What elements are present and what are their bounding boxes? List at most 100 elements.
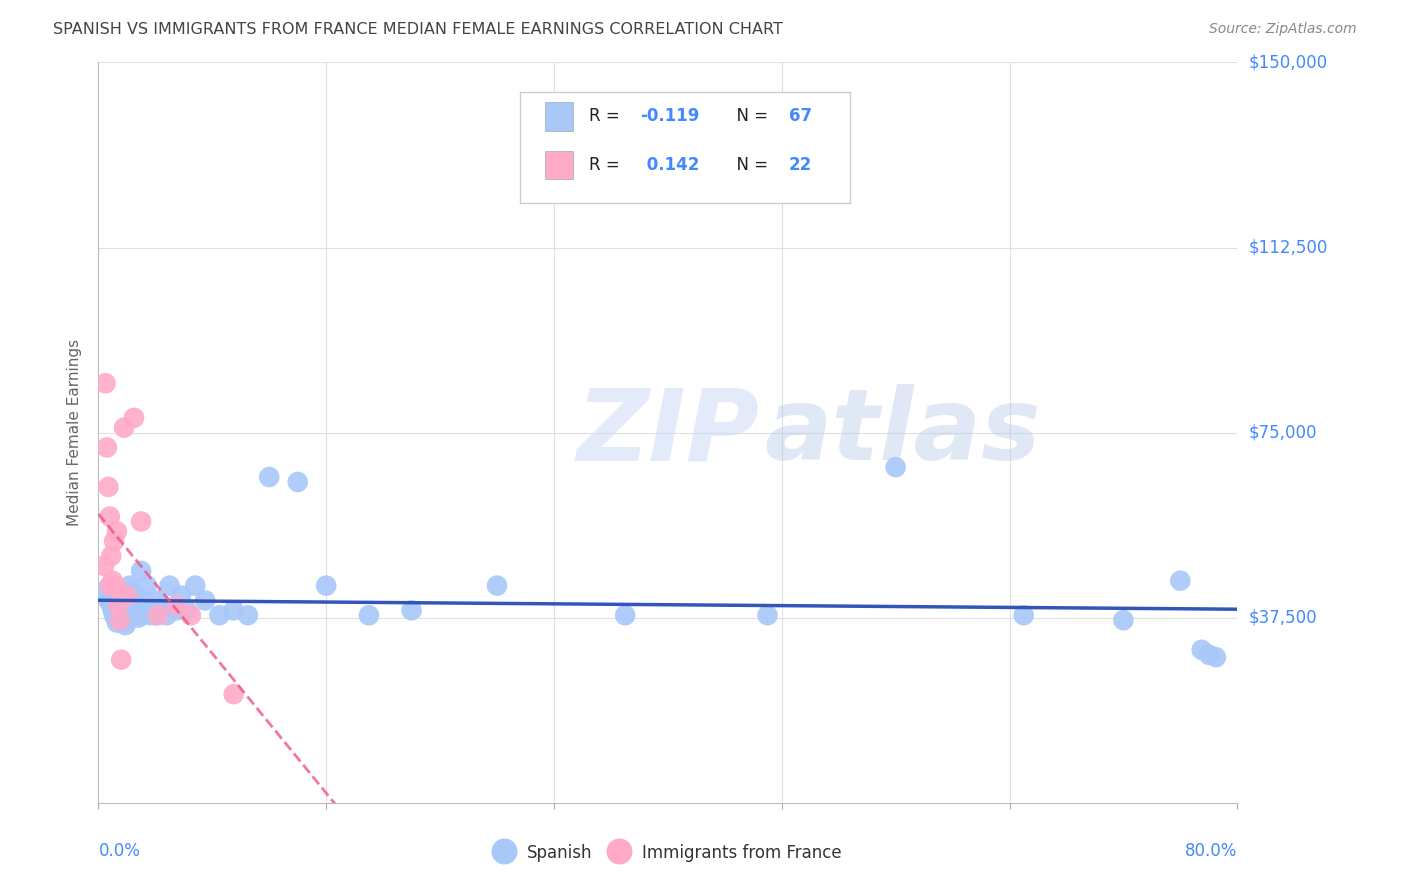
Point: [98, 509, 121, 524]
Point: [122, 410, 145, 425]
Point: [287, 475, 309, 489]
Point: [105, 615, 128, 630]
Point: [166, 603, 188, 617]
Point: [166, 599, 188, 613]
Point: [103, 534, 125, 549]
Point: [103, 608, 125, 623]
Point: [129, 515, 152, 529]
Text: R =: R =: [589, 108, 626, 126]
Point: [1170, 574, 1192, 588]
Text: R =: R =: [589, 156, 626, 174]
Point: [194, 593, 217, 607]
Point: [108, 613, 131, 627]
Text: -0.119: -0.119: [641, 108, 700, 126]
Point: [107, 613, 129, 627]
Point: [884, 460, 907, 475]
Point: [170, 589, 193, 603]
Text: Source: ZipAtlas.com: Source: ZipAtlas.com: [1209, 22, 1357, 37]
Point: [148, 593, 170, 607]
Point: [127, 610, 149, 624]
Point: [104, 610, 127, 624]
Point: [125, 608, 148, 623]
Point: [104, 579, 127, 593]
Point: [122, 589, 145, 603]
Point: [1205, 650, 1227, 665]
Point: [124, 603, 146, 617]
Point: [97, 480, 120, 494]
Point: [100, 599, 122, 613]
Text: N =: N =: [725, 108, 773, 126]
Point: [401, 603, 423, 617]
Point: [110, 593, 132, 607]
Point: [101, 603, 124, 617]
Point: [98, 579, 121, 593]
Point: [1198, 648, 1220, 662]
Text: ZIP: ZIP: [576, 384, 759, 481]
Point: [108, 608, 131, 623]
Text: 67: 67: [789, 108, 811, 126]
Point: [96, 441, 118, 455]
Point: [97, 593, 120, 607]
Point: [357, 608, 380, 623]
Point: [112, 606, 135, 620]
Point: [1012, 608, 1035, 623]
Point: [114, 618, 136, 632]
Y-axis label: Median Female Earnings: Median Female Earnings: [67, 339, 83, 526]
Point: [108, 589, 131, 603]
Point: [135, 579, 157, 593]
Point: [107, 599, 129, 613]
Point: [101, 574, 124, 588]
Point: [145, 608, 167, 623]
Point: [112, 589, 135, 603]
Point: [152, 599, 174, 613]
Point: [208, 608, 231, 623]
Point: [117, 599, 139, 613]
Point: [115, 593, 138, 607]
Point: [93, 558, 115, 573]
Point: [110, 653, 132, 667]
Text: $37,500: $37,500: [1249, 608, 1317, 627]
Point: [176, 603, 198, 617]
Point: [486, 579, 509, 593]
Text: $75,000: $75,000: [1249, 424, 1317, 442]
Point: [94, 376, 117, 391]
Point: [141, 603, 163, 617]
Point: [132, 593, 155, 607]
Point: [159, 579, 181, 593]
Point: [105, 603, 128, 617]
Text: $112,500: $112,500: [1249, 238, 1327, 257]
Point: [148, 608, 170, 623]
Point: [94, 583, 117, 598]
Point: [98, 579, 121, 593]
Text: 0.0%: 0.0%: [98, 842, 141, 860]
Text: 22: 22: [789, 156, 811, 174]
Point: [115, 589, 138, 603]
Point: [114, 613, 136, 627]
Point: [107, 599, 129, 613]
Text: atlas: atlas: [765, 384, 1042, 481]
Legend: Spanish, Immigrants from France: Spanish, Immigrants from France: [486, 837, 849, 869]
Point: [259, 470, 281, 484]
Point: [118, 579, 141, 593]
Text: $150,000: $150,000: [1249, 54, 1327, 71]
Point: [121, 599, 143, 613]
FancyBboxPatch shape: [520, 92, 851, 203]
Point: [138, 608, 160, 623]
Text: SPANISH VS IMMIGRANTS FROM FRANCE MEDIAN FEMALE EARNINGS CORRELATION CHART: SPANISH VS IMMIGRANTS FROM FRANCE MEDIAN…: [53, 22, 783, 37]
FancyBboxPatch shape: [546, 103, 574, 130]
Point: [614, 608, 637, 623]
Text: 80.0%: 80.0%: [1185, 842, 1237, 860]
Point: [1191, 642, 1213, 657]
Point: [222, 687, 245, 701]
Point: [756, 608, 779, 623]
Point: [110, 610, 132, 624]
Point: [112, 420, 135, 434]
Point: [222, 603, 245, 617]
Point: [315, 579, 337, 593]
Point: [1112, 613, 1135, 627]
Text: N =: N =: [725, 156, 773, 174]
Point: [120, 583, 142, 598]
Text: 0.142: 0.142: [641, 156, 699, 174]
Point: [180, 608, 202, 623]
Point: [111, 599, 134, 613]
